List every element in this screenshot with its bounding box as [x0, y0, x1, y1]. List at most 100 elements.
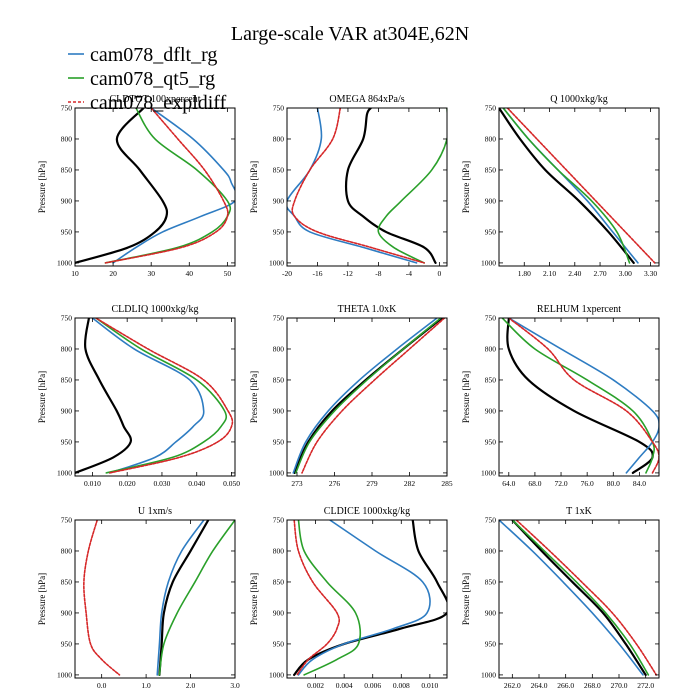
- x-tick-label: 0.020: [119, 479, 136, 488]
- series-line-cam078-dflt-rg: [502, 108, 639, 264]
- x-tick-label: 282: [404, 479, 416, 488]
- x-tick-label: -12: [343, 269, 353, 278]
- x-tick-label: 1.80: [518, 269, 531, 278]
- y-axis-label: Pressure [hPa]: [461, 573, 471, 625]
- x-tick-label: 50: [224, 269, 232, 278]
- y-tick-label: 1000: [57, 671, 72, 680]
- y-tick-label: 900: [61, 407, 73, 416]
- x-tick-label: 0.010: [84, 479, 101, 488]
- y-tick-label: 950: [61, 640, 73, 649]
- series-line-cam078-expldiff: [95, 318, 234, 474]
- y-tick-label: 900: [485, 197, 497, 206]
- x-tick-label: 0.010: [421, 681, 438, 690]
- x-tick-label: 266.0: [557, 681, 574, 690]
- y-tick-label: 1000: [481, 671, 496, 680]
- y-tick-label: 800: [485, 345, 497, 354]
- x-tick-label: 2.70: [593, 269, 606, 278]
- panel-relhum: RELHUM 1xpercent Pressure [hPa] 750 800 850 9…: [461, 304, 660, 488]
- y-tick-label: 950: [273, 228, 285, 237]
- series-line-cam078-qt5-rg: [511, 520, 650, 676]
- y-tick-label: 900: [273, 407, 285, 416]
- y-tick-label: 950: [485, 228, 497, 237]
- x-tick-label: 2.0: [186, 681, 196, 690]
- y-tick-label: 850: [485, 166, 497, 175]
- x-tick-label: -8: [375, 269, 381, 278]
- y-tick-label: 900: [61, 197, 73, 206]
- legend-label-expldiff: cam078_expldiff: [90, 92, 227, 114]
- y-tick-label: 1000: [57, 469, 72, 478]
- panels: CLDTOT 100xpercent Pressure [hPa] 750 800 85…: [37, 94, 660, 690]
- series-line-control: [293, 318, 444, 474]
- series-line-cam078-expldiff: [301, 318, 446, 474]
- x-tick-label: 0: [438, 269, 442, 278]
- panel-t: T 1xK Pressure [hPa] 750 800 850 900 950 1000 26…: [461, 506, 660, 690]
- x-tick-label: 264.0: [531, 681, 548, 690]
- panel-title: U 1xm/s: [138, 506, 172, 517]
- y-tick-label: 750: [485, 314, 497, 323]
- x-tick-label: -4: [406, 269, 412, 278]
- x-tick-label: 2.40: [568, 269, 581, 278]
- plot-frame: [286, 519, 448, 679]
- y-tick-label: 950: [485, 640, 497, 649]
- series-group: [292, 318, 446, 474]
- series-line-cam078-dflt-rg: [292, 318, 438, 474]
- x-tick-label: 0.002: [307, 681, 324, 690]
- y-axis-label: Pressure [hPa]: [249, 573, 259, 625]
- plot-frame: [74, 107, 236, 267]
- legend-label-dflt: cam078_dflt_rg: [90, 44, 217, 66]
- y-tick-label: 850: [273, 578, 285, 587]
- legend: cam078_dflt_rg cam078_qt5_rg cam078_expl…: [68, 44, 227, 114]
- panel-title: CLDLIQ 1000xkg/kg: [112, 304, 199, 315]
- y-tick-label: 750: [61, 516, 73, 525]
- x-tick-label: 276: [329, 479, 341, 488]
- panel-cldice: CLDICE 1000xkg/kg Pressure [hPa] 750 800 850…: [249, 506, 448, 690]
- series-line-cam078-qt5-rg: [501, 318, 655, 474]
- plot-frame: [286, 107, 448, 267]
- series-line-control: [506, 318, 654, 474]
- y-tick-label: 900: [273, 197, 285, 206]
- y-tick-label: 750: [485, 104, 497, 113]
- y-tick-label: 750: [485, 516, 497, 525]
- y-tick-label: 850: [485, 376, 497, 385]
- x-tick-label: 84.0: [633, 479, 646, 488]
- series-line-control: [75, 318, 133, 474]
- series-line-cam078-expldiff: [291, 108, 425, 264]
- y-tick-label: 950: [61, 228, 73, 237]
- series-line-control: [499, 108, 635, 264]
- y-tick-label: 1000: [481, 259, 496, 268]
- series-line-cam078-qt5-rg: [294, 318, 442, 474]
- y-tick-label: 850: [61, 376, 73, 385]
- y-axis-label: Pressure [hPa]: [37, 573, 47, 625]
- panel-title: CLDTOT 100xpercent: [109, 94, 200, 105]
- y-tick-label: 950: [273, 640, 285, 649]
- series-line-cam078-expldiff: [508, 318, 659, 474]
- plot-frame: [498, 519, 660, 679]
- series-group: [499, 108, 656, 264]
- x-tick-label: 262.0: [504, 681, 521, 690]
- series-line-cam078-qt5-rg: [104, 108, 232, 264]
- panel-title: OMEGA 864xPa/s: [329, 94, 404, 105]
- x-tick-label: 285: [441, 479, 453, 488]
- plot-frame: [286, 317, 448, 477]
- series-line-cam078-expldiff: [104, 108, 229, 264]
- legend-label-qt5: cam078_qt5_rg: [90, 68, 215, 90]
- x-tick-label: 1.0: [141, 681, 151, 690]
- y-tick-label: 900: [61, 609, 73, 618]
- y-tick-label: 1000: [269, 259, 284, 268]
- y-tick-label: 750: [61, 314, 73, 323]
- series-line-control: [511, 520, 647, 676]
- panel-cldliq: CLDLIQ 1000xkg/kg Pressure [hPa] 750 800 850…: [37, 304, 240, 488]
- series-line-cam078-expldiff: [83, 520, 121, 676]
- panel-cldtot: CLDTOT 100xpercent Pressure [hPa] 750 800 85…: [37, 94, 236, 278]
- x-tick-label: 64.0: [502, 479, 515, 488]
- y-tick-label: 950: [61, 438, 73, 447]
- series-line-control: [75, 108, 169, 264]
- series-group: [83, 520, 235, 676]
- panel-theta: THETA 1.0xK Pressure [hPa] 750 800 850 900 950…: [249, 304, 453, 488]
- x-tick-label: 2.10: [543, 269, 556, 278]
- y-tick-label: 850: [273, 166, 285, 175]
- panel-q: Q 1000xkg/kg Pressure [hPa] 750 800 850 900 95…: [461, 94, 660, 278]
- y-tick-label: 800: [273, 135, 285, 144]
- y-axis-label: Pressure [hPa]: [461, 161, 471, 213]
